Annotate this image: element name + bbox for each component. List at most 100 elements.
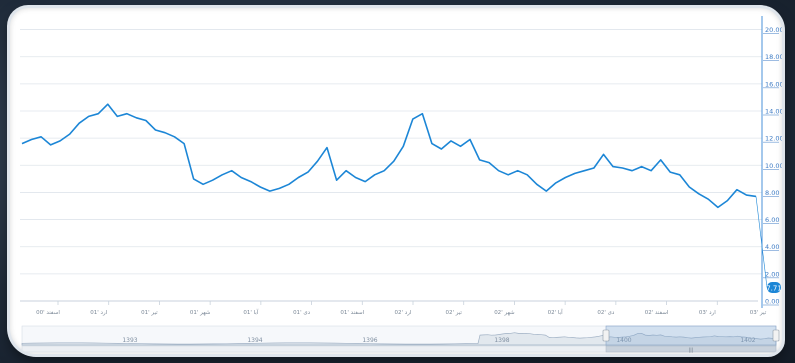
- data-point: [450, 140, 452, 142]
- data-point: [603, 154, 605, 156]
- data-point: [622, 167, 624, 169]
- navigator-left-handle[interactable]: [602, 329, 610, 342]
- y-tick-label: 2.00: [765, 270, 779, 278]
- data-point: [498, 170, 500, 172]
- data-point: [536, 183, 538, 185]
- y-tick-label: 10.00: [765, 162, 782, 170]
- x-axis-ticks: اسفند '00 ارد '01 تیر '01 شهر '01 آبا '01 دی …: [36, 301, 769, 316]
- data-point: [279, 188, 281, 190]
- navigator-right-handle[interactable]: [772, 329, 780, 342]
- data-point: [336, 179, 338, 181]
- y-tick-label: 12.00: [765, 135, 782, 143]
- data-point: [269, 190, 271, 192]
- data-point: [116, 116, 118, 118]
- data-point: [707, 198, 709, 200]
- x-tick-label: ارد '01: [90, 310, 107, 316]
- data-point: [107, 103, 109, 105]
- x-tick-label: تیر '02: [445, 310, 462, 316]
- navigator-year-label: 1396: [362, 337, 377, 344]
- data-point: [59, 140, 61, 142]
- y-tick-label: 4.00: [765, 243, 779, 251]
- x-tick-label: ارد '02: [395, 310, 412, 316]
- y-axis-ticks: 0.00 2.00 4.00 6.00 8.00 10.00 12.00 14.00 16.00…: [763, 26, 782, 306]
- data-point: [402, 145, 404, 147]
- data-point: [317, 160, 319, 162]
- series-layer: [21, 103, 768, 288]
- navigator: 1393 1394 1396 1398 1400 1402 |||: [21, 325, 780, 354]
- data-point: [240, 177, 242, 179]
- data-point: [145, 120, 147, 122]
- navigator-year-label: 1398: [494, 337, 509, 344]
- data-point: [469, 139, 471, 141]
- data-point: [345, 170, 347, 172]
- navigator-selection[interactable]: [605, 325, 777, 347]
- data-point: [202, 183, 204, 185]
- series-line: [21, 103, 757, 209]
- x-tick-label: شهر '02: [494, 310, 515, 316]
- last-value-label: 7.71: [766, 285, 782, 293]
- data-point: [250, 181, 252, 183]
- data-point: [584, 170, 586, 172]
- navigator-series: [21, 332, 777, 346]
- data-point: [393, 160, 395, 162]
- price-chart: 0.00 2.00 4.00 6.00 8.00 10.00 12.00 14.00 16.00…: [20, 16, 782, 354]
- data-point: [631, 170, 633, 172]
- data-point: [383, 170, 385, 172]
- data-point: [183, 143, 185, 145]
- data-point: [746, 194, 748, 196]
- navigator-year-label: 1394: [247, 337, 262, 344]
- data-point: [193, 178, 195, 180]
- data-point: [545, 190, 547, 192]
- data-point: [612, 166, 614, 168]
- data-point: [355, 177, 357, 179]
- navigator-scrollbar-thumb[interactable]: [605, 345, 777, 353]
- last-value-connector: [755, 196, 768, 288]
- data-point: [307, 171, 309, 173]
- y-tick-label: 0.00: [765, 298, 779, 306]
- y-tick-label: 16.00: [765, 80, 782, 88]
- data-point: [78, 122, 80, 124]
- data-point: [727, 200, 729, 202]
- data-point: [688, 186, 690, 188]
- chart-frame: 0.00 2.00 4.00 6.00 8.00 10.00 12.00 14.00 16.00…: [10, 8, 782, 354]
- data-point: [660, 159, 662, 161]
- x-tick-label: اسفند '00: [36, 310, 60, 316]
- data-point: [460, 145, 462, 147]
- data-point: [69, 133, 71, 135]
- data-point: [431, 143, 433, 145]
- data-point: [422, 113, 424, 115]
- data-point: [698, 193, 700, 195]
- data-point: [593, 167, 595, 169]
- last-value-badge: 7.71: [766, 282, 782, 293]
- x-tick-label: آبا '02: [548, 309, 563, 316]
- data-point: [736, 189, 738, 191]
- data-point: [50, 144, 52, 146]
- x-tick-label: دی '02: [597, 310, 615, 316]
- data-point: [298, 177, 300, 179]
- x-tick-label: اسفند '01: [340, 310, 364, 316]
- grid-lines: [20, 29, 762, 275]
- data-point: [641, 166, 643, 168]
- navigator-year-label: 1402: [740, 337, 755, 344]
- data-point: [126, 113, 128, 115]
- navigator-labels: 1393 1394 1396 1398 1400 1402: [122, 337, 755, 344]
- x-tick-label: تیر '03: [750, 310, 767, 316]
- data-point: [31, 139, 33, 141]
- y-tick-label: 14.00: [765, 108, 782, 116]
- data-point: [21, 143, 23, 145]
- y-tick-label: 6.00: [765, 216, 779, 224]
- data-point: [565, 177, 567, 179]
- data-point: [374, 174, 376, 176]
- data-point: [40, 136, 42, 138]
- data-point: [574, 173, 576, 175]
- data-point: [259, 186, 261, 188]
- navigator-year-label: 1393: [122, 337, 137, 344]
- scrollbar-grip-icon: |||: [688, 348, 693, 354]
- data-point: [97, 113, 99, 115]
- data-point: [555, 182, 557, 184]
- x-tick-label: اسفند '02: [645, 310, 669, 316]
- data-point: [517, 170, 519, 172]
- data-point: [288, 183, 290, 185]
- data-point: [650, 170, 652, 172]
- data-point: [231, 170, 233, 172]
